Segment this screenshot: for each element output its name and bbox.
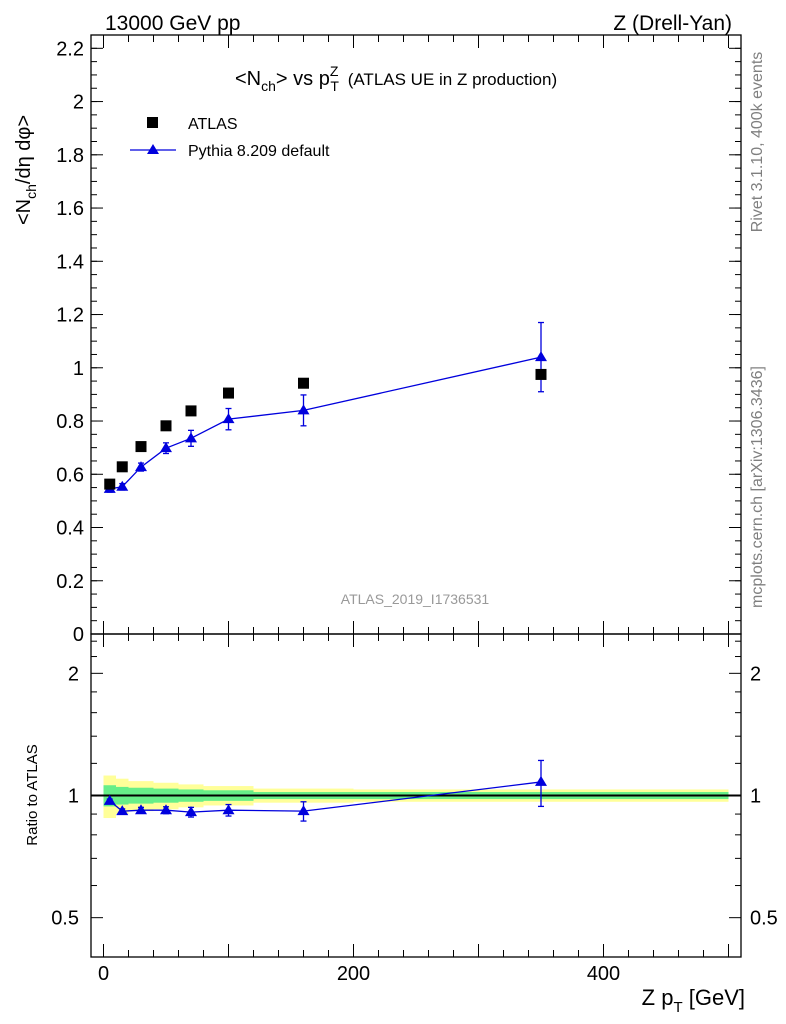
header-left: 13000 GeV pp	[105, 12, 240, 35]
mc-line	[109, 356, 542, 490]
main-y-tick-label: 0.4	[56, 518, 84, 540]
ratio-y-tick-label: 2	[68, 663, 79, 685]
legend-atlas-marker	[147, 117, 158, 128]
ratio-y-tick-label: 0.5	[51, 908, 79, 930]
ratio-mc-point	[535, 775, 547, 786]
main-y-tick-label: 0	[73, 624, 84, 646]
mc-point	[185, 432, 197, 443]
ratio-mc-point	[222, 804, 235, 815]
legend: ATLAS Pythia 8.209 default	[130, 116, 330, 160]
main-y-tick-label: 1	[73, 358, 84, 380]
header-right: Z (Drell-Yan)	[613, 12, 732, 35]
plot-title: <Nch> vs pZ T (ATLAS UE in Z production)	[235, 63, 557, 94]
main-y-tick-label: 1.4	[56, 251, 84, 273]
legend-pythia-marker	[147, 144, 159, 154]
ratio-y-axis-label: Ratio to ATLAS	[24, 744, 41, 845]
legend-atlas-label: ATLAS	[188, 116, 238, 133]
ratio-y-tick-label-right: 2	[750, 663, 761, 685]
ratio-y-tick-label-right: 1	[750, 786, 761, 808]
main-y-tick-label: 2.2	[56, 38, 84, 60]
x-tick-label: 0	[98, 963, 109, 985]
atlas-point	[535, 368, 547, 380]
atlas-point	[135, 441, 147, 453]
main-y-tick-label: 1.6	[56, 198, 84, 220]
atlas-point	[223, 387, 234, 399]
ratio-mc-point	[103, 794, 116, 805]
atlas-point	[160, 420, 172, 432]
legend-pythia-label: Pythia 8.209 default	[188, 143, 330, 160]
mc-point	[222, 413, 235, 424]
main-y-tick-label: 2	[73, 92, 84, 114]
atlas-point	[104, 478, 116, 490]
x-axis-label: Z pT [GeV]	[642, 985, 745, 1016]
mc-point	[297, 404, 310, 415]
ratio-y-tick-label: 1	[68, 786, 79, 808]
x-tick-label: 200	[337, 963, 370, 985]
main-y-tick-label: 0.8	[56, 411, 84, 433]
rivet-label: Rivet 3.1.10, 400k events	[749, 52, 766, 233]
ratio-mc-point	[297, 805, 310, 816]
atlas-point	[298, 377, 309, 389]
ratio-y-tick-label-right: 0.5	[750, 908, 778, 930]
ratio-mc-point	[160, 804, 172, 815]
ratio-mc-point	[135, 804, 147, 815]
y-axis-label: <Nch/dη dφ>	[13, 115, 39, 225]
ratio-mc-point	[185, 806, 197, 817]
mc-point	[116, 480, 129, 491]
mcplots-label: mcplots.cern.ch [arXiv:1306.3436]	[749, 366, 766, 608]
mc-point	[135, 461, 147, 472]
mc-point	[535, 351, 547, 362]
main-y-tick-label: 0.2	[56, 571, 84, 593]
axis-layer: 0 0.2 0.4 0.6 0.8 1 1.2 1.4 1.6 1.8 2 2.2 0 200 400 0.5…	[51, 34, 778, 985]
atlas-point	[116, 461, 128, 473]
x-tick-label: 400	[587, 963, 620, 985]
atlas-point	[185, 405, 197, 417]
ratio-mc-point	[116, 805, 129, 816]
frame-layer	[90, 34, 742, 958]
main-y-tick-label: 0.6	[56, 464, 84, 486]
main-y-tick-label: 1.8	[56, 145, 84, 167]
main-y-tick-label: 1.2	[56, 305, 84, 327]
mc-point	[160, 442, 172, 453]
data-layer	[103, 321, 547, 822]
analysis-label: ATLAS_2019_I1736531	[341, 591, 490, 607]
